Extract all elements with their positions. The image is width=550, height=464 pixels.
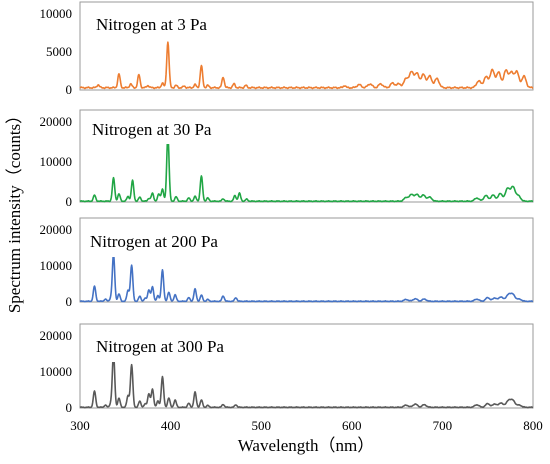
x-axis-title: Wavelength（nm） [238, 436, 375, 455]
x-tick-label: 700 [433, 418, 453, 433]
panel-3: 0 10000 20000 Nitrogen at 200 Pa [40, 217, 534, 309]
y-tick-label: 0 [66, 194, 73, 209]
panel-4: 0 10000 20000 Nitrogen at 300 Pa [40, 323, 534, 415]
y-tick-label: 20000 [40, 114, 73, 129]
y-tick-label: 10000 [40, 258, 73, 273]
y-tick-label: 20000 [40, 328, 73, 343]
panel-title: Nitrogen at 300 Pa [96, 337, 224, 356]
spectrum-line [79, 351, 534, 409]
y-tick-label: 5000 [46, 44, 72, 59]
panel-title-bg [86, 116, 224, 144]
y-tick-label: 20000 [40, 222, 73, 237]
y-tick-label: 0 [66, 82, 73, 97]
panel-title-bg [90, 334, 240, 362]
y-tick-label: 10000 [40, 364, 73, 379]
x-tick-label: 500 [251, 418, 271, 433]
panel-title-bg [84, 229, 234, 257]
y-tick-label: 0 [66, 294, 73, 309]
x-axis: 300 400 500 600 700 800 [70, 418, 543, 433]
panel-title: Nitrogen at 200 Pa [90, 232, 218, 251]
y-axis-title: Spectrum intensity（counts） [5, 107, 24, 313]
x-tick-label: 800 [523, 418, 543, 433]
panel-title: Nitrogen at 3 Pa [96, 15, 207, 34]
spectrum-line [79, 134, 534, 203]
y-tick-label: 10000 [40, 154, 73, 169]
panel-1: 0 5000 10000 Nitrogen at 3 Pa [40, 1, 534, 97]
panel-title-bg [90, 12, 228, 40]
panel-2: 0 10000 20000 Nitrogen at 30 Pa [40, 109, 534, 209]
panel-frame [79, 1, 534, 91]
x-tick-label: 600 [342, 418, 362, 433]
y-tick-label: 10000 [40, 6, 73, 21]
spectrum-line [79, 41, 534, 90]
x-tick-label: 300 [70, 418, 90, 433]
panel-title: Nitrogen at 30 Pa [92, 120, 212, 139]
spectrum-line [79, 253, 534, 303]
x-tick-label: 400 [161, 418, 181, 433]
y-tick-label: 0 [66, 400, 73, 415]
